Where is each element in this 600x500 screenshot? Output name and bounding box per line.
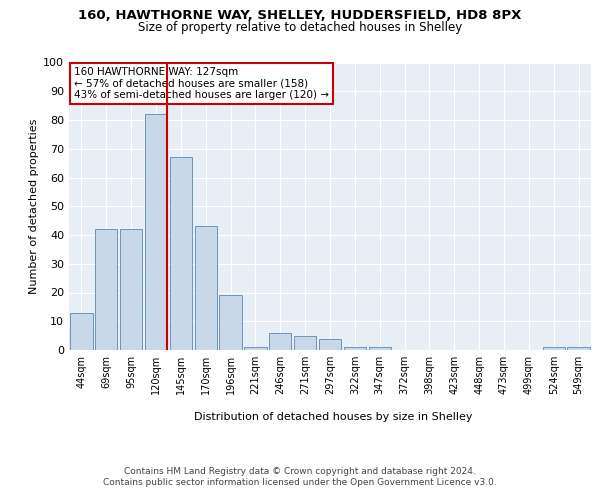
Y-axis label: Number of detached properties: Number of detached properties: [29, 118, 39, 294]
Bar: [368, 347, 391, 350]
Bar: [170, 158, 192, 350]
Text: Size of property relative to detached houses in Shelley: Size of property relative to detached ho…: [138, 21, 462, 34]
Bar: [269, 333, 292, 350]
Bar: [95, 229, 118, 350]
Bar: [70, 312, 92, 350]
Text: Contains HM Land Registry data © Crown copyright and database right 2024.
Contai: Contains HM Land Registry data © Crown c…: [103, 468, 497, 487]
Bar: [120, 229, 142, 350]
Text: 160, HAWTHORNE WAY, SHELLEY, HUDDERSFIELD, HD8 8PX: 160, HAWTHORNE WAY, SHELLEY, HUDDERSFIEL…: [79, 9, 521, 22]
Bar: [145, 114, 167, 350]
Bar: [344, 347, 366, 350]
Bar: [220, 296, 242, 350]
Bar: [244, 347, 266, 350]
Bar: [568, 347, 590, 350]
Bar: [542, 347, 565, 350]
Text: 160 HAWTHORNE WAY: 127sqm
← 57% of detached houses are smaller (158)
43% of semi: 160 HAWTHORNE WAY: 127sqm ← 57% of detac…: [74, 67, 329, 100]
Text: Distribution of detached houses by size in Shelley: Distribution of detached houses by size …: [194, 412, 472, 422]
Bar: [194, 226, 217, 350]
Bar: [319, 338, 341, 350]
Bar: [294, 336, 316, 350]
